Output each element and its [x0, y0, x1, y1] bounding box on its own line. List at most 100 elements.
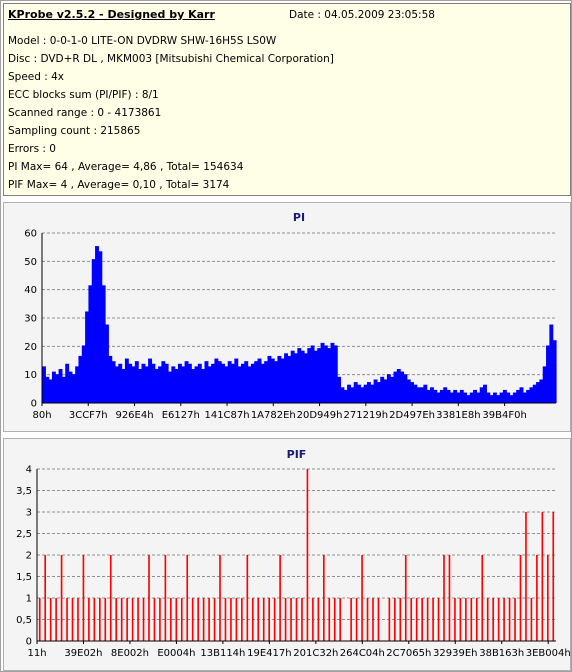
pi-bar — [333, 345, 338, 403]
pi-x-tick-label: 141C87h — [204, 410, 249, 421]
pif-bar — [180, 598, 183, 641]
pi-bar — [466, 395, 471, 403]
pi-x-tick-label: 271219h — [344, 410, 389, 421]
pif-y-tick-label: 3,5 — [16, 486, 32, 497]
pi-bar — [509, 395, 514, 403]
info-model: Model : 0-0-1-0 LITE-ON DVDRW SHW-16H5S … — [8, 35, 277, 47]
pi-bar — [168, 371, 172, 403]
pif-bar — [77, 598, 79, 641]
pi-bar — [456, 392, 461, 403]
pif-bar — [443, 555, 445, 641]
pif-bar — [71, 598, 74, 641]
pif-bar — [131, 598, 134, 641]
pi-bar — [453, 389, 458, 403]
pi-bar — [71, 374, 76, 403]
pi-bar — [400, 371, 405, 403]
pi-bar — [390, 376, 395, 403]
pif-x-tick-label: 13B114h — [200, 648, 245, 659]
pi-bar — [463, 392, 468, 403]
pi-bar — [320, 342, 325, 403]
pi-bar — [65, 363, 70, 403]
pi-bar — [187, 363, 192, 403]
pi-bar — [499, 392, 504, 403]
pi-bar — [489, 395, 494, 403]
pif-bar — [109, 555, 112, 641]
pif-bar — [421, 598, 423, 641]
pi-bar — [254, 361, 259, 403]
pif-y-tick-label: 1,5 — [16, 572, 32, 583]
pi-bar — [287, 355, 292, 403]
pif-bar — [404, 555, 407, 641]
pi-bar — [270, 358, 275, 403]
pi-bar — [469, 392, 474, 403]
pi-bar — [340, 387, 345, 403]
pif-bar — [333, 598, 336, 641]
pi-bar — [55, 374, 60, 403]
pi-bar — [502, 389, 507, 403]
info-errors: Errors : 0 — [8, 143, 56, 155]
pi-bar — [429, 387, 434, 403]
pif-bar — [224, 598, 227, 641]
pif-bar — [448, 555, 451, 641]
pi-bar — [529, 387, 534, 403]
pif-bar — [241, 598, 243, 641]
pif-bar — [552, 512, 555, 641]
pi-bar — [360, 387, 365, 403]
pi-bar — [492, 392, 497, 403]
pif-bar — [350, 598, 352, 641]
app-title: KProbe v2.5.2 - Designed by Karr — [8, 8, 215, 21]
pi-bar — [486, 392, 491, 403]
pi-bar — [290, 350, 295, 403]
pi-chart: PI 0 10 20 30 40 50 60 80h 3CCF7h 926E4h E6127h 141C… — [24, 211, 557, 421]
pif-bar — [312, 598, 314, 641]
pi-y-tick-label: 20 — [24, 342, 37, 353]
pif-bar — [530, 598, 533, 641]
pif-bar — [306, 469, 309, 641]
pi-bar — [420, 387, 424, 403]
pif-bar — [361, 555, 363, 641]
pi-bar — [383, 379, 388, 403]
pif-bar — [426, 598, 429, 641]
pi-bar — [181, 366, 186, 403]
pif-bar — [328, 598, 331, 641]
info-scanned-range: Scanned range : 0 - 4173861 — [8, 107, 162, 119]
pif-x-tick-label: 2C7065h — [386, 648, 431, 659]
pif-bar — [459, 598, 462, 641]
pif-bar — [339, 598, 342, 641]
pi-bar — [98, 251, 103, 403]
pi-bar — [214, 358, 219, 403]
pi-bar — [536, 382, 541, 403]
pif-bar — [541, 512, 544, 641]
pi-bar — [234, 358, 239, 403]
pi-bar — [436, 392, 441, 403]
pi-bar — [224, 366, 229, 403]
pi-bar — [343, 389, 348, 403]
pif-x-tick-label: 11h — [27, 648, 46, 659]
info-disc: Disc : DVD+R DL , MKM003 [Mitsubishi Che… — [8, 53, 334, 65]
pif-bar — [49, 598, 52, 641]
pif-bar — [377, 598, 380, 641]
pif-bar — [191, 598, 194, 641]
pi-bar — [81, 345, 86, 403]
pi-bar — [131, 366, 136, 403]
pi-bar — [476, 392, 481, 403]
pi-bar — [227, 361, 232, 403]
pi-bar — [191, 369, 196, 403]
pi-bar — [423, 384, 428, 403]
pif-bar — [525, 512, 527, 641]
pif-bar — [295, 598, 298, 641]
pi-bar — [257, 358, 262, 403]
pi-bar — [310, 345, 315, 403]
pi-bar — [45, 376, 50, 403]
pif-chart: PIF 0 0,5 1 1,5 2 2,5 3 3,5 4 11h 39E02h 8E002h E0004… — [16, 448, 570, 659]
pif-bar — [273, 598, 276, 641]
pi-bar — [403, 374, 408, 403]
pi-bar — [542, 366, 547, 403]
pi-bar — [363, 384, 368, 403]
pi-bar — [141, 363, 146, 403]
pi-bar — [413, 384, 418, 403]
pi-bar — [42, 366, 46, 403]
pi-bar — [433, 389, 438, 403]
pi-bar — [549, 324, 554, 403]
